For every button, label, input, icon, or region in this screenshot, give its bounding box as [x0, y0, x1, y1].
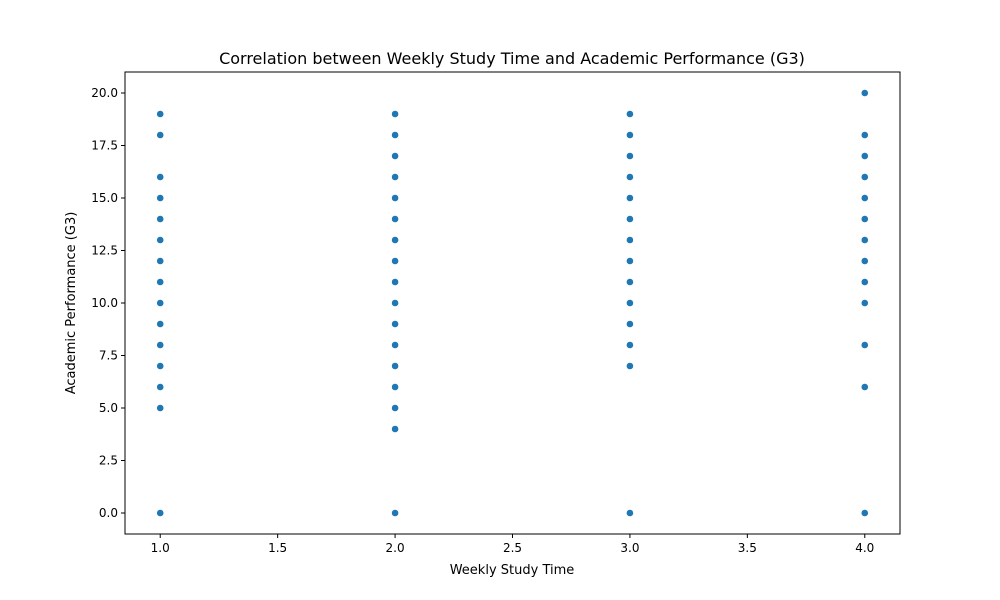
data-point: [626, 131, 634, 139]
data-point: [391, 404, 399, 412]
y-axis-label: Academic Performance (G3): [64, 212, 79, 395]
x-axis-label: Weekly Study Time: [450, 563, 575, 578]
data-point: [391, 236, 399, 244]
data-point: [626, 173, 634, 181]
y-tick-label: 2.5: [99, 454, 118, 468]
data-point: [626, 278, 634, 286]
y-tick-label: 17.5: [91, 139, 118, 153]
data-point: [156, 509, 165, 517]
x-tick-label: 4.0: [855, 541, 874, 555]
data-point: [860, 152, 869, 160]
data-point: [156, 278, 165, 286]
data-point: [626, 257, 634, 265]
data-point: [626, 152, 634, 160]
data-point: [156, 131, 165, 139]
y-tick-label: 15.0: [91, 191, 118, 205]
y-tick-label: 5.0: [99, 401, 118, 415]
data-point: [391, 194, 399, 202]
data-point: [860, 89, 869, 97]
y-axis-ticks: 0.0 2.5 5.0 7.5 10.0 12.5 15.0 17.5 20.0: [91, 86, 125, 520]
data-point: [860, 341, 869, 349]
data-point: [156, 362, 165, 370]
x-tick-label: 3.5: [738, 541, 757, 555]
data-point: [860, 173, 869, 181]
data-point: [391, 131, 399, 139]
data-point: [626, 299, 634, 307]
data-point: [860, 257, 869, 265]
data-point: [391, 383, 399, 391]
chart-title: Correlation between Weekly Study Time an…: [219, 49, 805, 68]
y-tick-label: 0.0: [99, 506, 118, 520]
data-point: [391, 509, 399, 517]
data-point: [626, 362, 634, 370]
data-point: [156, 257, 165, 265]
data-point: [156, 110, 165, 118]
data-point: [391, 341, 399, 349]
data-point: [391, 362, 399, 370]
data-point: [860, 383, 869, 391]
data-point: [860, 215, 869, 223]
data-point: [156, 341, 165, 349]
data-point: [626, 215, 634, 223]
data-point: [391, 257, 399, 265]
data-point: [391, 152, 399, 160]
x-axis-ticks: 1.0 1.5 2.0 2.5 3.0 3.5 4.0: [151, 534, 874, 555]
y-tick-label: 7.5: [99, 349, 118, 363]
data-point: [860, 131, 869, 139]
data-point: [860, 509, 869, 517]
data-point: [391, 425, 399, 433]
plot-area-frame: [124, 71, 901, 535]
x-tick-label: 2.5: [503, 541, 522, 555]
data-point: [626, 341, 634, 349]
data-point: [391, 173, 399, 181]
data-point: [860, 278, 869, 286]
data-point: [391, 215, 399, 223]
x-tick-label: 2.0: [386, 541, 405, 555]
data-points: [156, 89, 869, 517]
data-point: [156, 299, 165, 307]
y-tick-label: 10.0: [91, 296, 118, 310]
data-point: [626, 194, 634, 202]
data-point: [156, 404, 165, 412]
data-point: [156, 383, 165, 391]
x-tick-label: 3.0: [620, 541, 639, 555]
x-tick-label: 1.5: [268, 541, 287, 555]
data-point: [626, 110, 634, 118]
data-point: [860, 299, 869, 307]
data-point: [391, 299, 399, 307]
x-tick-label: 1.0: [151, 541, 170, 555]
data-point: [860, 194, 869, 202]
data-point: [156, 173, 165, 181]
y-tick-label: 20.0: [91, 86, 118, 100]
data-point: [626, 236, 634, 244]
data-point: [156, 194, 165, 202]
data-point: [626, 320, 634, 328]
data-point: [391, 110, 399, 118]
data-point: [860, 236, 869, 244]
y-tick-label: 12.5: [91, 244, 118, 258]
data-point: [391, 278, 399, 286]
data-point: [156, 236, 165, 244]
data-point: [156, 320, 165, 328]
data-point: [626, 509, 634, 517]
data-point: [156, 215, 165, 223]
data-point: [391, 320, 399, 328]
